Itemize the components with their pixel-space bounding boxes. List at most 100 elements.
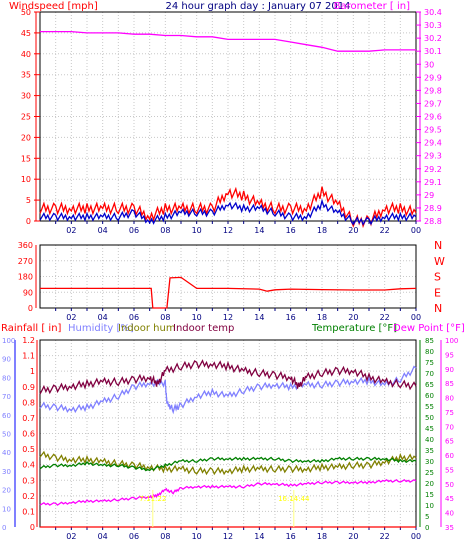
barometer-ytick-label: 29.9	[424, 73, 442, 82]
wind-axis-title: Windspeed [mph]	[9, 1, 98, 12]
rain-ytick-label: 0	[30, 523, 35, 532]
barometer-series	[40, 30, 416, 52]
compass-label: E	[434, 286, 441, 299]
mid-xtick-label: 06	[129, 313, 139, 322]
mid-xtick-label: 12	[223, 313, 233, 322]
temperature-ytick-label: 30	[425, 458, 434, 466]
wind-ytick-label: 30	[21, 92, 31, 101]
wind-ytick-label: 25	[21, 113, 31, 122]
mid-xtick-label: 18	[317, 313, 327, 322]
dewpoint-ytick-label: 50	[445, 481, 454, 489]
top-xtick-label: 14	[254, 226, 264, 235]
dewpoint-ytick-label: 45	[445, 495, 454, 503]
bot-xtick-label: 14	[254, 532, 264, 541]
barometer-ytick-label: 29.4	[424, 139, 442, 148]
legend-indoor-hum: Indoor hum	[118, 323, 176, 334]
rain-ytick-label: 0.3	[22, 476, 35, 485]
temperature-ytick-label: 75	[425, 359, 434, 367]
barometer-ytick-label: 28.9	[424, 204, 442, 213]
humidity-ytick-label: 30	[2, 468, 11, 476]
legend-rainfall: Rainfall [ in]	[1, 323, 62, 334]
dewpoint-ytick-label: 35	[445, 524, 454, 532]
top-xtick-label: 22	[380, 226, 390, 235]
graph-title: 24 hour graph day : January 07 2014	[166, 1, 351, 12]
rain-ytick-label: 0.9	[22, 383, 35, 392]
dewpoint-ytick-label: 70	[445, 423, 454, 431]
bottom-series-indoor-temp	[39, 359, 417, 395]
humidity-ytick-label: 100	[2, 337, 15, 345]
legend-humidity: Humidity [%]	[68, 323, 134, 334]
top-xtick-label: 06	[129, 226, 139, 235]
bot-xtick-label: 22	[380, 532, 390, 541]
temperature-ytick-label: 5	[425, 513, 429, 521]
barometer-ytick-label: 29.3	[424, 152, 442, 161]
direction-ytick-label: 180	[18, 273, 33, 282]
temperature-ytick-label: 80	[425, 348, 434, 356]
mid-xtick-label: 02	[66, 313, 76, 322]
bottom-series-humidity	[39, 365, 417, 415]
compass-label: N	[434, 302, 442, 315]
top-xtick-label: 20	[348, 226, 358, 235]
humidity-ytick-label: 50	[2, 431, 11, 439]
temperature-ytick-label: 65	[425, 381, 434, 389]
barometer-ytick-label: 30	[424, 60, 434, 69]
bot-xtick-label: 04	[98, 532, 108, 541]
mid-xtick-label: 08	[160, 313, 170, 322]
temperature-ytick-label: 35	[425, 447, 434, 455]
humidity-ytick-label: 60	[2, 412, 11, 420]
temperature-ytick-label: 25	[425, 469, 434, 477]
temperature-ytick-label: 45	[425, 425, 434, 433]
rain-ytick-label: 0.8	[22, 398, 35, 407]
temperature-ytick-label: 10	[425, 502, 434, 510]
rain-ytick-label: 0.7	[22, 414, 35, 423]
dewpoint-ytick-label: 40	[445, 510, 454, 518]
temperature-ytick-label: 20	[425, 480, 434, 488]
temperature-ytick-label: 0	[425, 524, 429, 532]
top-xtick-label: 12	[223, 226, 233, 235]
barometer-ytick-label: 29.1	[424, 178, 442, 187]
dewpoint-ytick-label: 90	[445, 366, 454, 374]
dewpoint-ytick-label: 80	[445, 395, 454, 403]
mid-xtick-label: 04	[98, 313, 108, 322]
wind-direction-series	[40, 276, 417, 309]
top-xtick-label: 16	[286, 226, 296, 235]
humidity-ytick-label: 80	[2, 374, 11, 382]
legend-indoor-temp: Indoor temp	[173, 323, 234, 334]
wind-ytick-label: 45	[21, 29, 31, 38]
humidity-ytick-label: 40	[2, 449, 11, 457]
wind-ytick-label: 20	[21, 133, 31, 142]
temperature-ytick-label: 15	[425, 491, 434, 499]
barometer-ytick-label: 28.8	[424, 217, 442, 226]
wind-ytick-label: 5	[26, 196, 31, 205]
mid-xtick-label: 16	[286, 313, 296, 322]
annotation-label: 7:11:22	[139, 495, 166, 503]
direction-ytick-label: 90	[23, 288, 33, 297]
wind-ytick-label: 35	[21, 71, 31, 80]
bot-xtick-label: 02	[66, 532, 76, 541]
bot-xtick-label: 00	[411, 532, 421, 541]
wind-ytick-label: 0	[26, 217, 31, 226]
wind-average-series	[39, 198, 417, 226]
rain-ytick-label: 1.2	[22, 336, 35, 345]
top-xtick-label: 18	[317, 226, 327, 235]
barometer-ytick-label: 30.3	[424, 21, 442, 30]
barometer-ytick-label: 29.8	[424, 86, 442, 95]
dewpoint-ytick-label: 55	[445, 466, 454, 474]
barometer-ytick-label: 30.1	[424, 47, 442, 56]
bot-xtick-label: 08	[160, 532, 170, 541]
legend-dew-point: Dew Point [°F]	[393, 323, 465, 334]
bot-xtick-label: 16	[286, 532, 296, 541]
barometer-ytick-label: 29.6	[424, 113, 442, 122]
barometer-ytick-label: 29.2	[424, 165, 442, 174]
wind-ytick-label: 10	[21, 175, 31, 184]
barometer-ytick-label: 30.4	[424, 8, 442, 17]
temperature-ytick-label: 50	[425, 414, 434, 422]
dewpoint-ytick-label: 60	[445, 452, 454, 460]
top-xtick-label: 02	[66, 226, 76, 235]
humidity-ytick-label: 10	[2, 505, 11, 513]
bot-xtick-label: 12	[223, 532, 233, 541]
direction-ytick-label: 0	[28, 304, 33, 313]
